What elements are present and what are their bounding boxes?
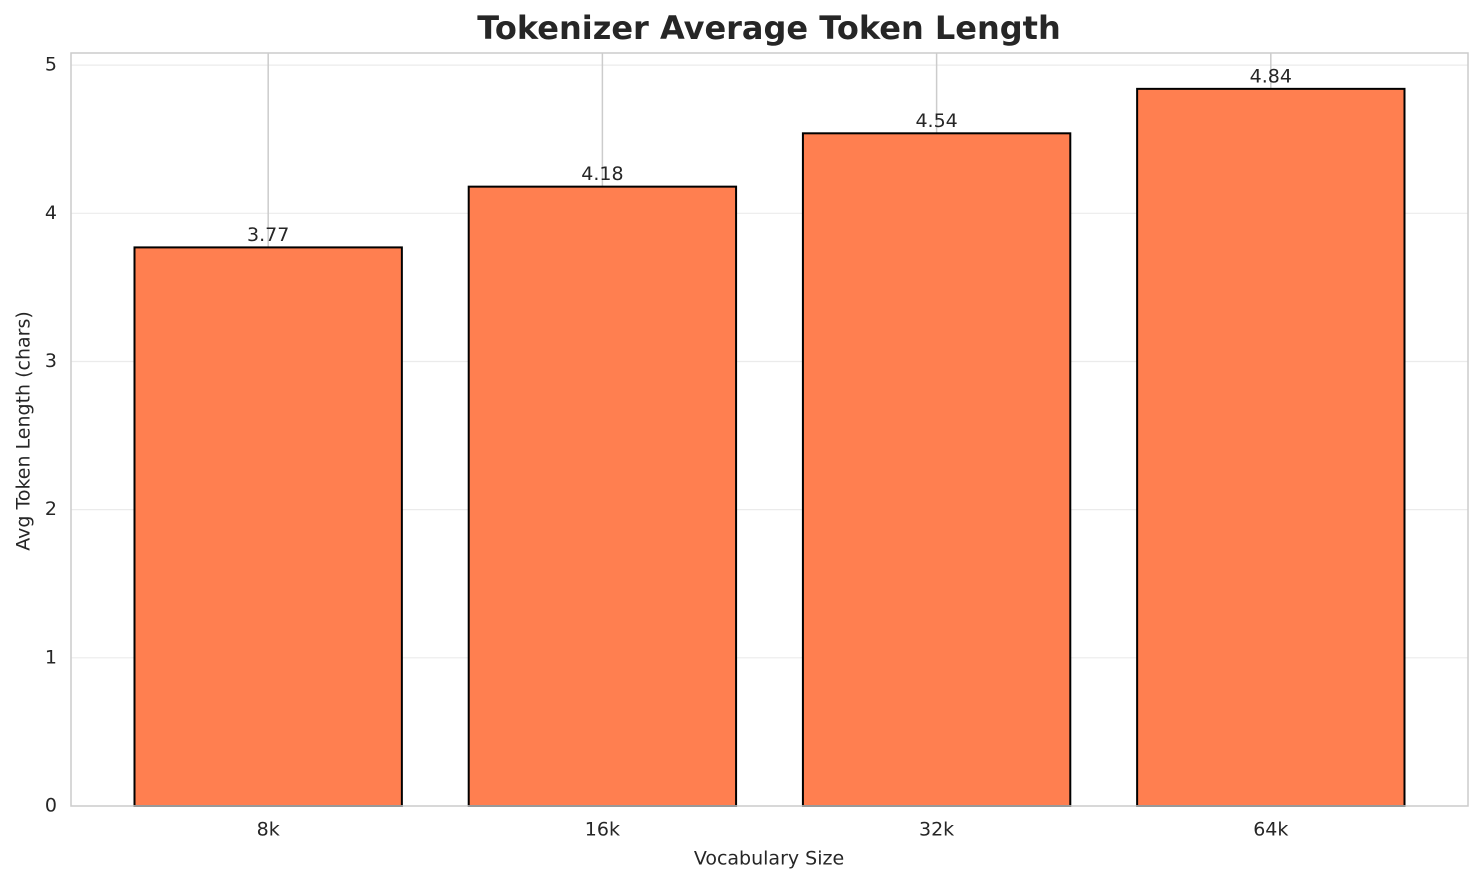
- chart-title: Tokenizer Average Token Length: [477, 9, 1060, 47]
- y-tick-label: 4: [45, 202, 57, 224]
- bar: [133, 246, 403, 807]
- bar: [467, 185, 738, 807]
- x-tick-label: 64k: [1253, 819, 1288, 841]
- data-label: 4.18: [581, 163, 623, 185]
- y-tick-label: 5: [45, 54, 57, 76]
- x-axis-label: Vocabulary Size: [694, 848, 844, 870]
- bar: [801, 132, 1072, 807]
- data-label: 4.54: [915, 110, 957, 132]
- x-tick-label: 32k: [919, 819, 954, 841]
- y-tick-label: 1: [45, 646, 57, 668]
- y-tick-label: 3: [45, 350, 57, 372]
- x-tick-label: 8k: [257, 819, 280, 841]
- y-axis-label: Avg Token Length (chars): [13, 311, 35, 551]
- x-tick-label: 16k: [585, 819, 620, 841]
- plot-frame: [70, 52, 1469, 807]
- data-label: 4.84: [1250, 65, 1292, 87]
- y-tick-label: 2: [45, 498, 57, 520]
- y-tick-label: 0: [45, 795, 57, 817]
- bar: [1136, 87, 1406, 808]
- data-label: 3.77: [247, 224, 289, 246]
